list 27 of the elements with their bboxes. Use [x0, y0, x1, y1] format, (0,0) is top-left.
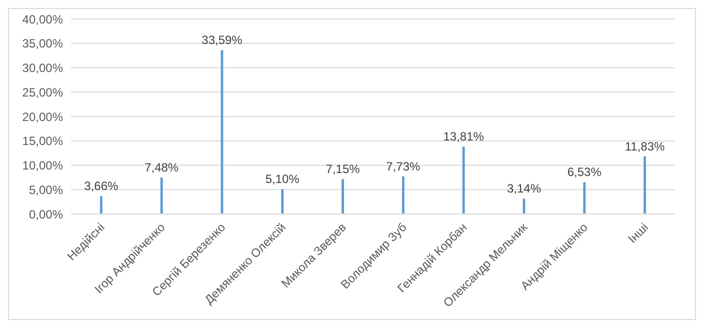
y-tick-label: 35,00%: [22, 36, 64, 51]
y-tick-label: 40,00%: [22, 12, 64, 26]
data-label: 13,81%: [443, 130, 484, 144]
data-label: 3,66%: [84, 179, 119, 194]
bar: [281, 189, 284, 214]
bar: [100, 196, 102, 214]
data-label: 33,59%: [202, 33, 243, 48]
y-tick-label: 15,00%: [22, 134, 64, 148]
data-label: 3,14%: [506, 182, 542, 196]
y-tick-label: 0,00%: [28, 207, 64, 222]
bar: [160, 178, 163, 214]
y-tick-label: 20,00%: [22, 110, 64, 124]
bar: [583, 182, 586, 214]
bar: [342, 179, 344, 214]
data-label: 11,83%: [624, 139, 666, 154]
data-label: 7,15%: [326, 162, 360, 176]
data-label: 7,73%: [386, 159, 421, 174]
y-tick-label: 30,00%: [22, 61, 64, 76]
bar: [402, 176, 404, 214]
data-label: 6,53%: [567, 165, 602, 180]
data-label: 7,48%: [144, 160, 179, 175]
y-tick-label: 5,00%: [28, 182, 64, 197]
y-tick-label: 25,00%: [22, 85, 64, 100]
bar: [462, 146, 465, 214]
data-label: 5,10%: [265, 172, 300, 186]
y-tick-label: 10,00%: [22, 158, 64, 173]
bar: [644, 156, 646, 214]
